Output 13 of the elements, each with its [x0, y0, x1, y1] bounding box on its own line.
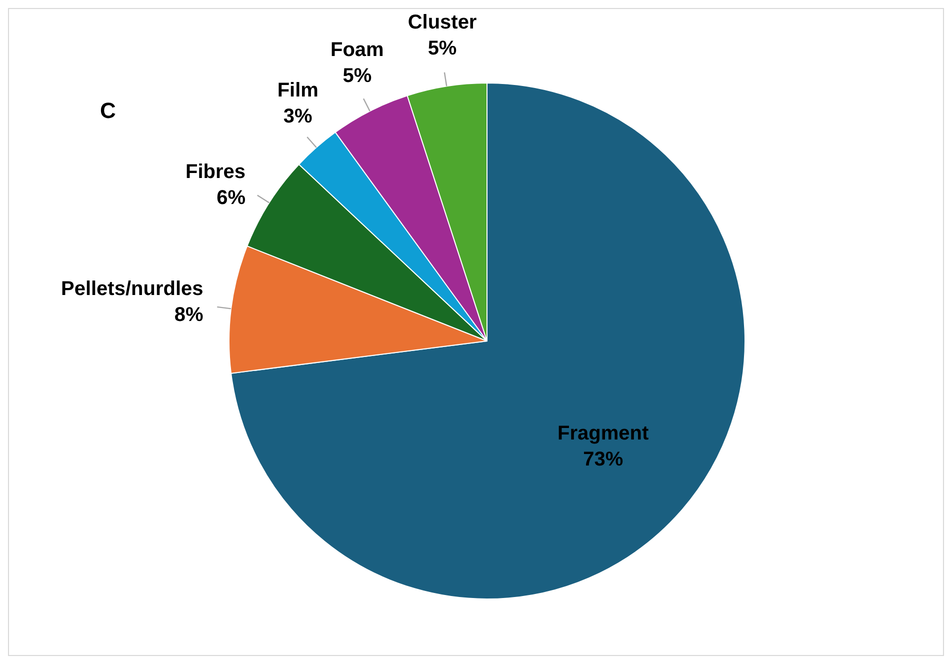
data-label: 73% — [583, 448, 624, 470]
slice-label: Fragment — [558, 422, 650, 444]
slice-label: Fibres — [185, 160, 246, 183]
slice-label: Film — [277, 79, 318, 102]
slice-label: Foam — [330, 39, 384, 62]
data-label: 8% — [174, 304, 204, 326]
slice-label: Pellets/nurdles — [60, 278, 204, 300]
data-label: 6% — [216, 186, 246, 209]
data-label: 3% — [283, 105, 313, 128]
data-label: 5% — [428, 38, 457, 60]
data-label: 5% — [342, 65, 372, 88]
text: C — [100, 98, 116, 123]
slice-label: Cluster — [408, 12, 477, 34]
